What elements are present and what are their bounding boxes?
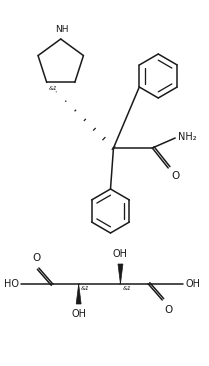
Text: &1: &1 (81, 286, 89, 291)
Text: OH: OH (71, 309, 86, 319)
Text: &1: &1 (122, 286, 131, 291)
Text: &1: &1 (49, 86, 57, 92)
Text: OH: OH (185, 279, 200, 289)
Text: O: O (33, 253, 41, 263)
Polygon shape (118, 264, 123, 284)
Text: HO: HO (4, 279, 19, 289)
Text: NH: NH (55, 25, 69, 34)
Text: O: O (171, 171, 180, 181)
Polygon shape (76, 284, 81, 304)
Text: NH₂: NH₂ (178, 132, 197, 142)
Text: O: O (164, 305, 172, 315)
Text: OH: OH (113, 249, 128, 259)
